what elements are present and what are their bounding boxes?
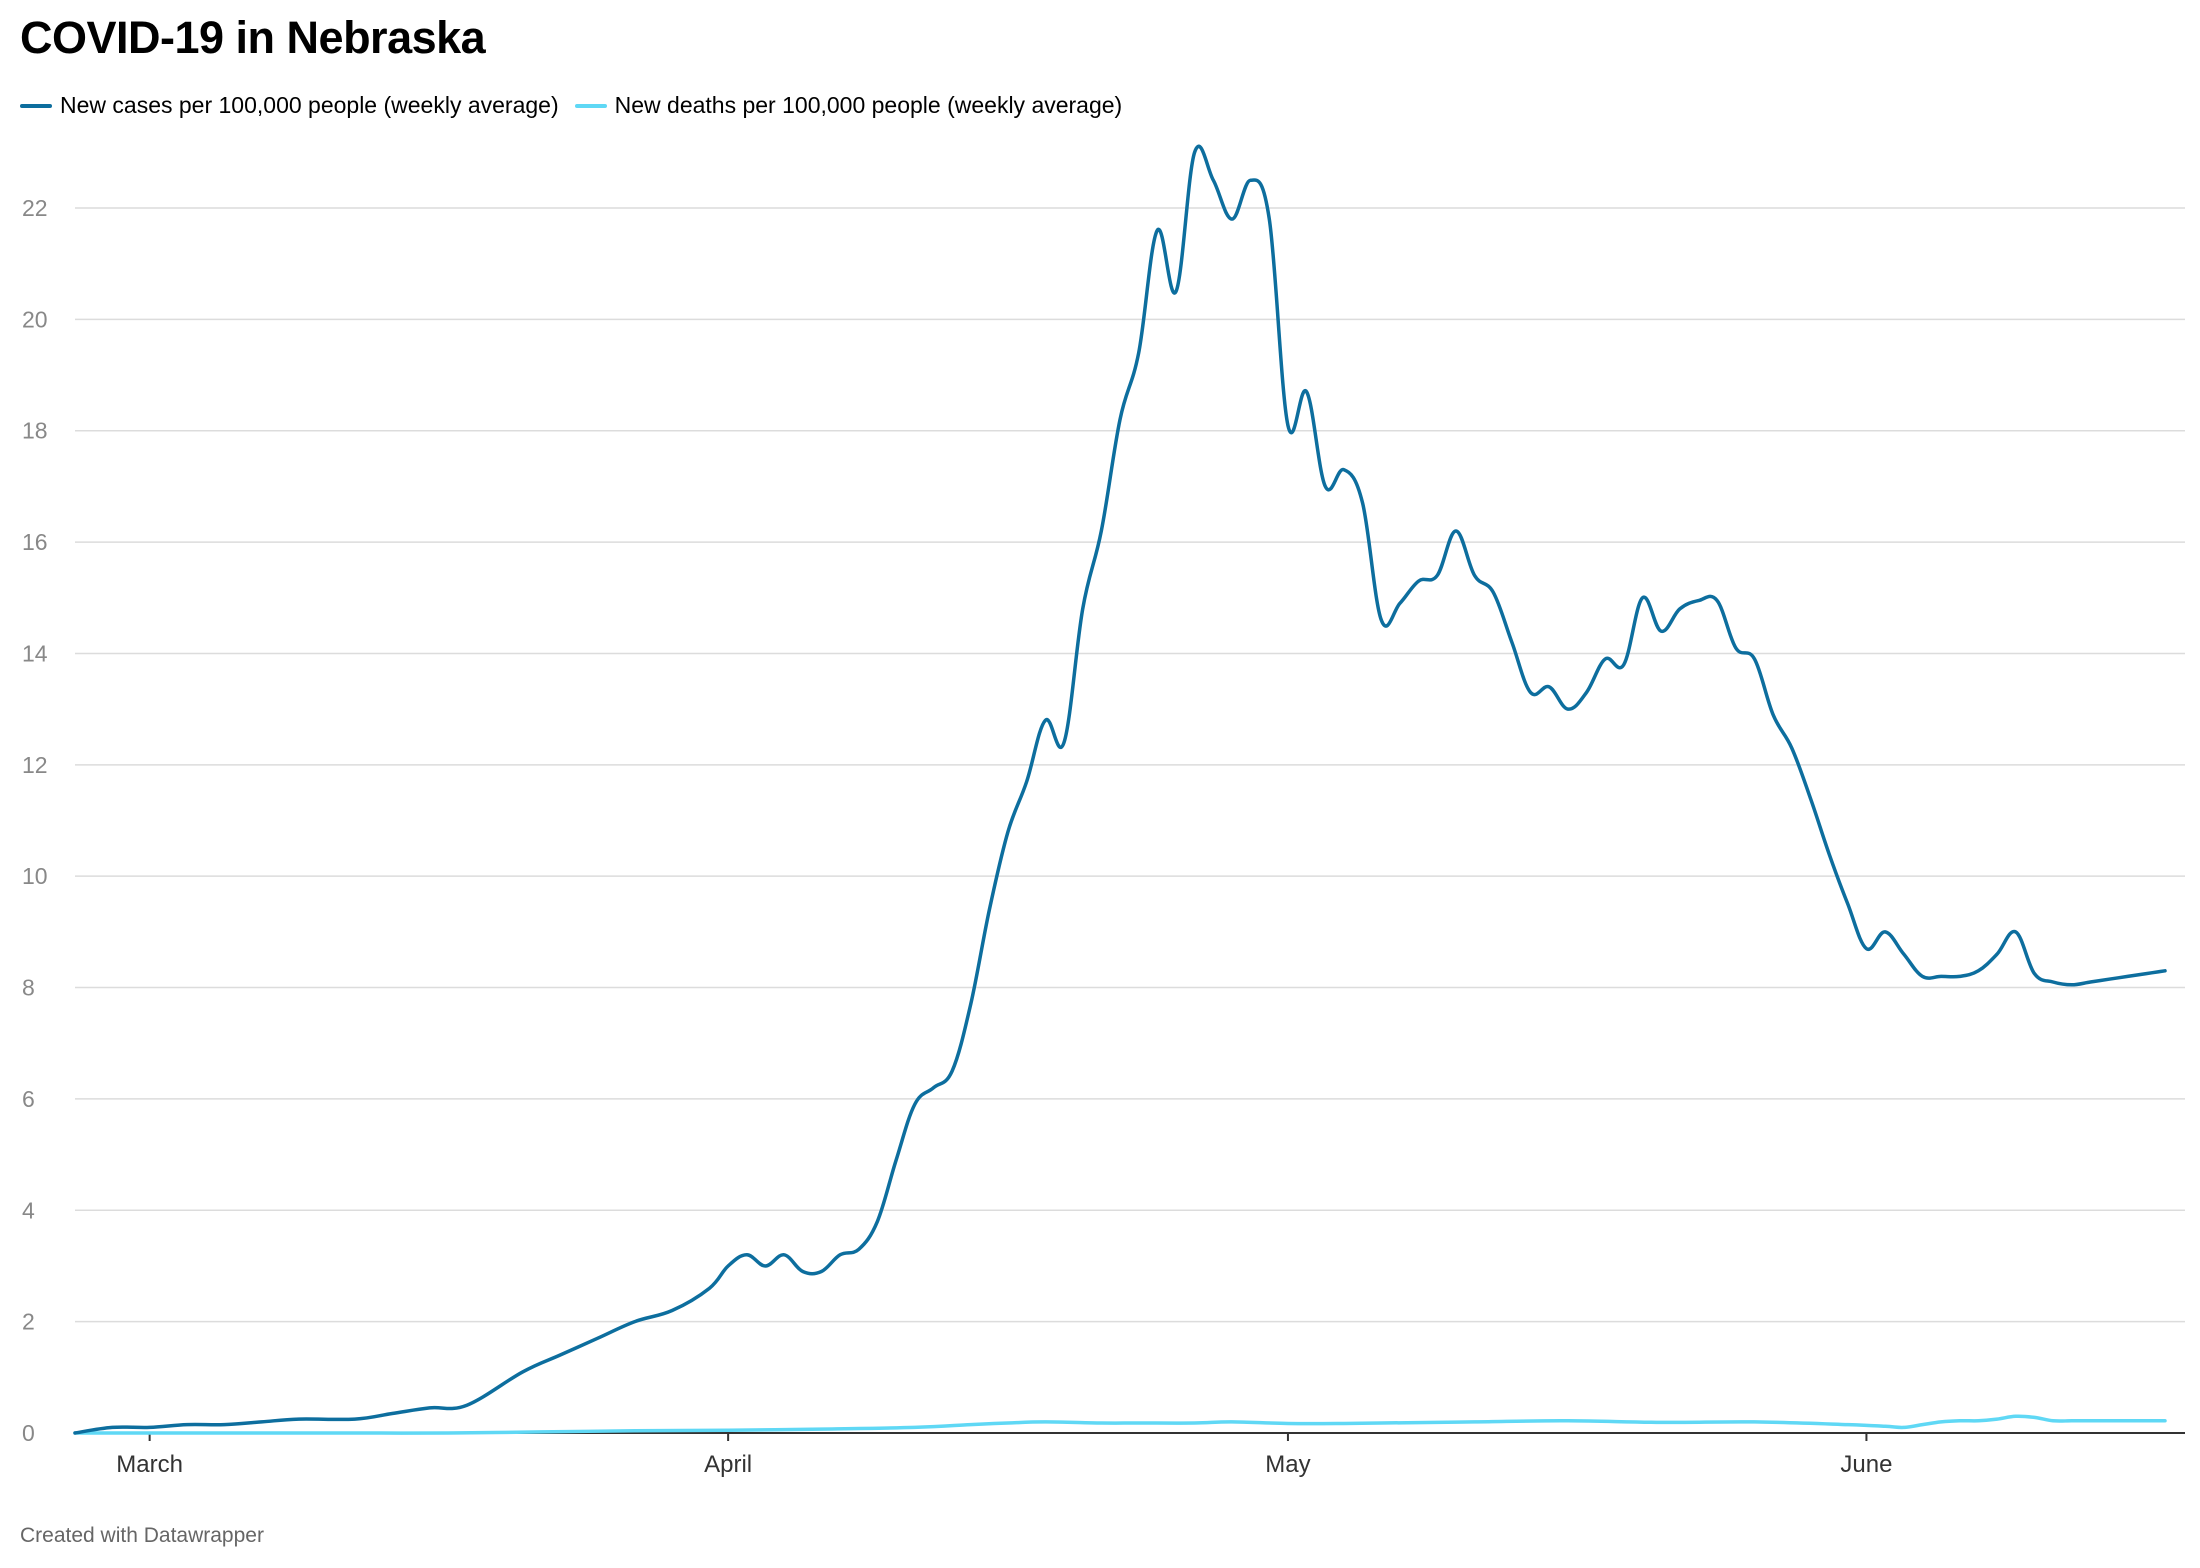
chart-title: COVID-19 in Nebraska <box>20 12 486 63</box>
x-tick-label: May <box>1265 1451 1310 1478</box>
y-tick-label: 20 <box>22 306 48 332</box>
x-tick-label: March <box>116 1451 183 1478</box>
y-tick-label: 10 <box>22 863 48 889</box>
y-tick-label: 8 <box>22 975 35 1001</box>
y-tick-label: 18 <box>22 418 48 444</box>
y-tick-label: 12 <box>22 752 48 778</box>
legend-item-deaths: New deaths per 100,000 people (weekly av… <box>574 92 1123 119</box>
legend: New cases per 100,000 people (weekly ave… <box>20 92 1138 119</box>
y-tick-label: 2 <box>22 1309 35 1335</box>
y-tick-label: 16 <box>22 529 48 555</box>
y-axis-ticks: 0 2 4 6 8 10 12 14 16 18 20 22 <box>22 195 48 1446</box>
credit-text: Created with Datawrapper <box>20 1524 264 1547</box>
series-lines <box>73 144 2167 1435</box>
x-axis: March April May June <box>75 1432 2185 1478</box>
x-tick-label: April <box>704 1451 752 1478</box>
y-tick-label: 6 <box>22 1086 35 1112</box>
legend-swatch-cases <box>20 103 52 108</box>
series-line-cases <box>73 144 2167 1435</box>
legend-label-deaths: New deaths per 100,000 people (weekly av… <box>614 92 1123 118</box>
legend-item-cases: New cases per 100,000 people (weekly ave… <box>20 92 559 119</box>
x-tick-label: June <box>1840 1451 1892 1478</box>
y-tick-label: 22 <box>22 195 48 221</box>
legend-swatch-deaths <box>574 103 607 108</box>
y-tick-label: 4 <box>22 1197 35 1223</box>
series-line-deaths <box>73 1414 2167 1435</box>
gridlines <box>75 207 2185 1323</box>
y-tick-label: 14 <box>22 640 48 666</box>
y-tick-label: 0 <box>22 1420 35 1446</box>
legend-label-cases: New cases per 100,000 people (weekly ave… <box>60 92 559 118</box>
